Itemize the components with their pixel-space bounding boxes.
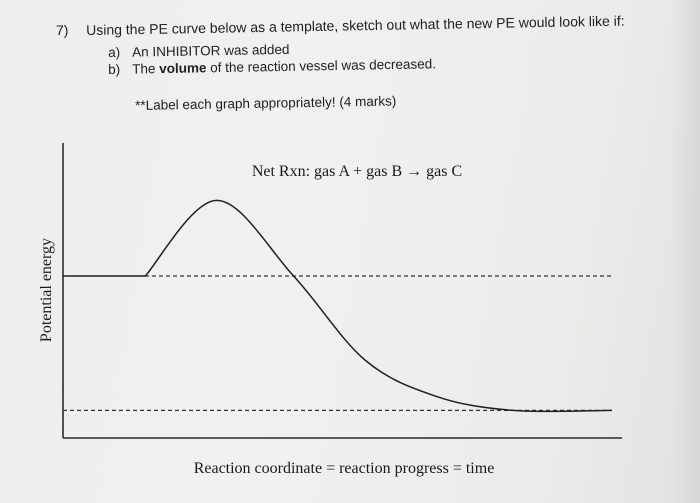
- question-number: 7): [56, 22, 69, 38]
- page-shadow: [670, 0, 700, 503]
- x-axis-label: Reaction coordinate = reaction progress …: [194, 460, 495, 477]
- pe-curve: [63, 199, 613, 413]
- graph-title: Net Rxn: gas A + gas B → gas C: [252, 163, 462, 180]
- y-axis-label: Potential energy: [38, 238, 55, 342]
